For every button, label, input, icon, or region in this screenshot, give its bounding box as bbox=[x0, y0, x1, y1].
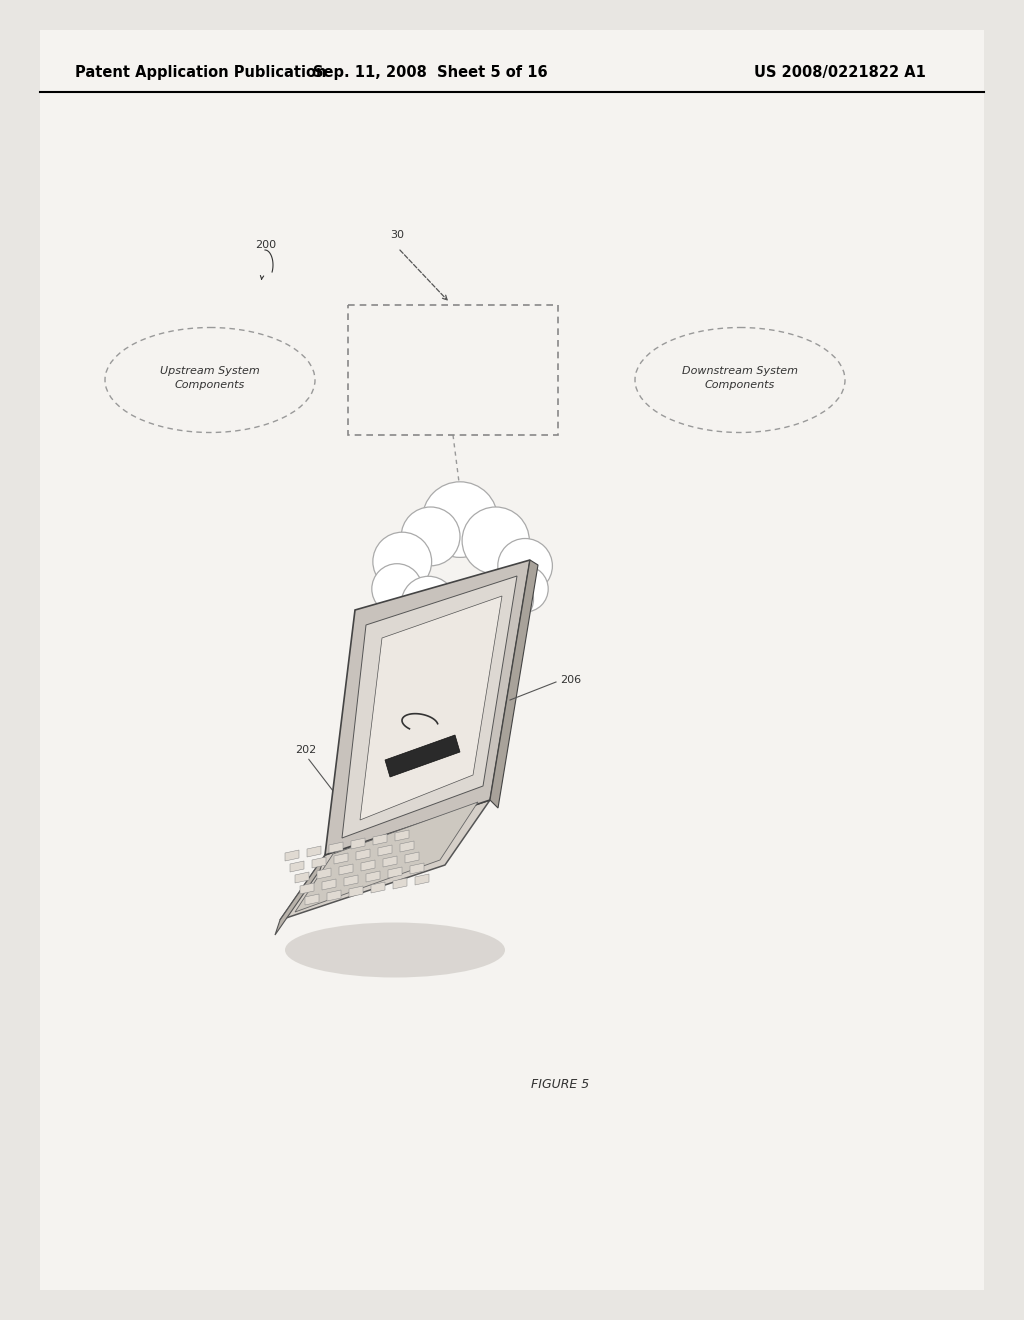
Text: Upstream System
Components: Upstream System Components bbox=[160, 366, 260, 389]
Polygon shape bbox=[339, 865, 353, 875]
Polygon shape bbox=[300, 883, 314, 894]
Polygon shape bbox=[360, 597, 502, 820]
Bar bbox=[348, 305, 558, 436]
Polygon shape bbox=[322, 879, 336, 890]
Text: 206: 206 bbox=[560, 675, 582, 685]
Polygon shape bbox=[356, 849, 370, 861]
Polygon shape bbox=[366, 871, 380, 882]
Polygon shape bbox=[490, 560, 538, 808]
Text: 202: 202 bbox=[295, 744, 316, 755]
Circle shape bbox=[487, 577, 534, 623]
Polygon shape bbox=[280, 800, 490, 920]
Polygon shape bbox=[406, 851, 419, 863]
Polygon shape bbox=[329, 842, 343, 853]
Circle shape bbox=[401, 577, 456, 631]
Polygon shape bbox=[415, 874, 429, 884]
Polygon shape bbox=[290, 861, 304, 873]
Polygon shape bbox=[295, 873, 309, 883]
Polygon shape bbox=[307, 846, 321, 857]
Circle shape bbox=[443, 578, 502, 638]
Text: Sep. 11, 2008  Sheet 5 of 16: Sep. 11, 2008 Sheet 5 of 16 bbox=[312, 65, 547, 79]
Polygon shape bbox=[344, 875, 358, 886]
Polygon shape bbox=[334, 853, 348, 865]
Polygon shape bbox=[342, 576, 517, 838]
Polygon shape bbox=[373, 834, 387, 845]
Circle shape bbox=[422, 482, 498, 557]
Polygon shape bbox=[275, 855, 325, 935]
Polygon shape bbox=[410, 863, 424, 874]
Circle shape bbox=[372, 564, 422, 614]
Polygon shape bbox=[312, 857, 326, 869]
Circle shape bbox=[498, 539, 552, 593]
Polygon shape bbox=[317, 869, 331, 879]
Polygon shape bbox=[388, 867, 402, 878]
Polygon shape bbox=[349, 886, 362, 898]
Polygon shape bbox=[378, 845, 392, 855]
Text: 200: 200 bbox=[255, 240, 276, 249]
Circle shape bbox=[401, 507, 460, 566]
Text: FIGURE 5: FIGURE 5 bbox=[530, 1078, 589, 1092]
Polygon shape bbox=[325, 560, 530, 855]
Polygon shape bbox=[395, 830, 409, 841]
Polygon shape bbox=[371, 882, 385, 894]
Text: Downstream System
Components: Downstream System Components bbox=[682, 366, 798, 389]
Text: 30: 30 bbox=[390, 230, 404, 240]
Circle shape bbox=[373, 532, 432, 591]
Text: Patent Application Publication: Patent Application Publication bbox=[75, 65, 327, 79]
Polygon shape bbox=[305, 894, 319, 906]
Polygon shape bbox=[351, 838, 365, 849]
Polygon shape bbox=[361, 861, 375, 871]
Circle shape bbox=[462, 507, 529, 574]
Text: US 2008/0221822 A1: US 2008/0221822 A1 bbox=[754, 65, 926, 79]
Polygon shape bbox=[385, 735, 460, 777]
Circle shape bbox=[502, 566, 548, 612]
Ellipse shape bbox=[285, 923, 505, 978]
Polygon shape bbox=[327, 890, 341, 902]
Polygon shape bbox=[383, 855, 397, 867]
Polygon shape bbox=[400, 841, 414, 851]
Polygon shape bbox=[285, 850, 299, 861]
Polygon shape bbox=[393, 878, 407, 888]
Polygon shape bbox=[295, 803, 478, 912]
